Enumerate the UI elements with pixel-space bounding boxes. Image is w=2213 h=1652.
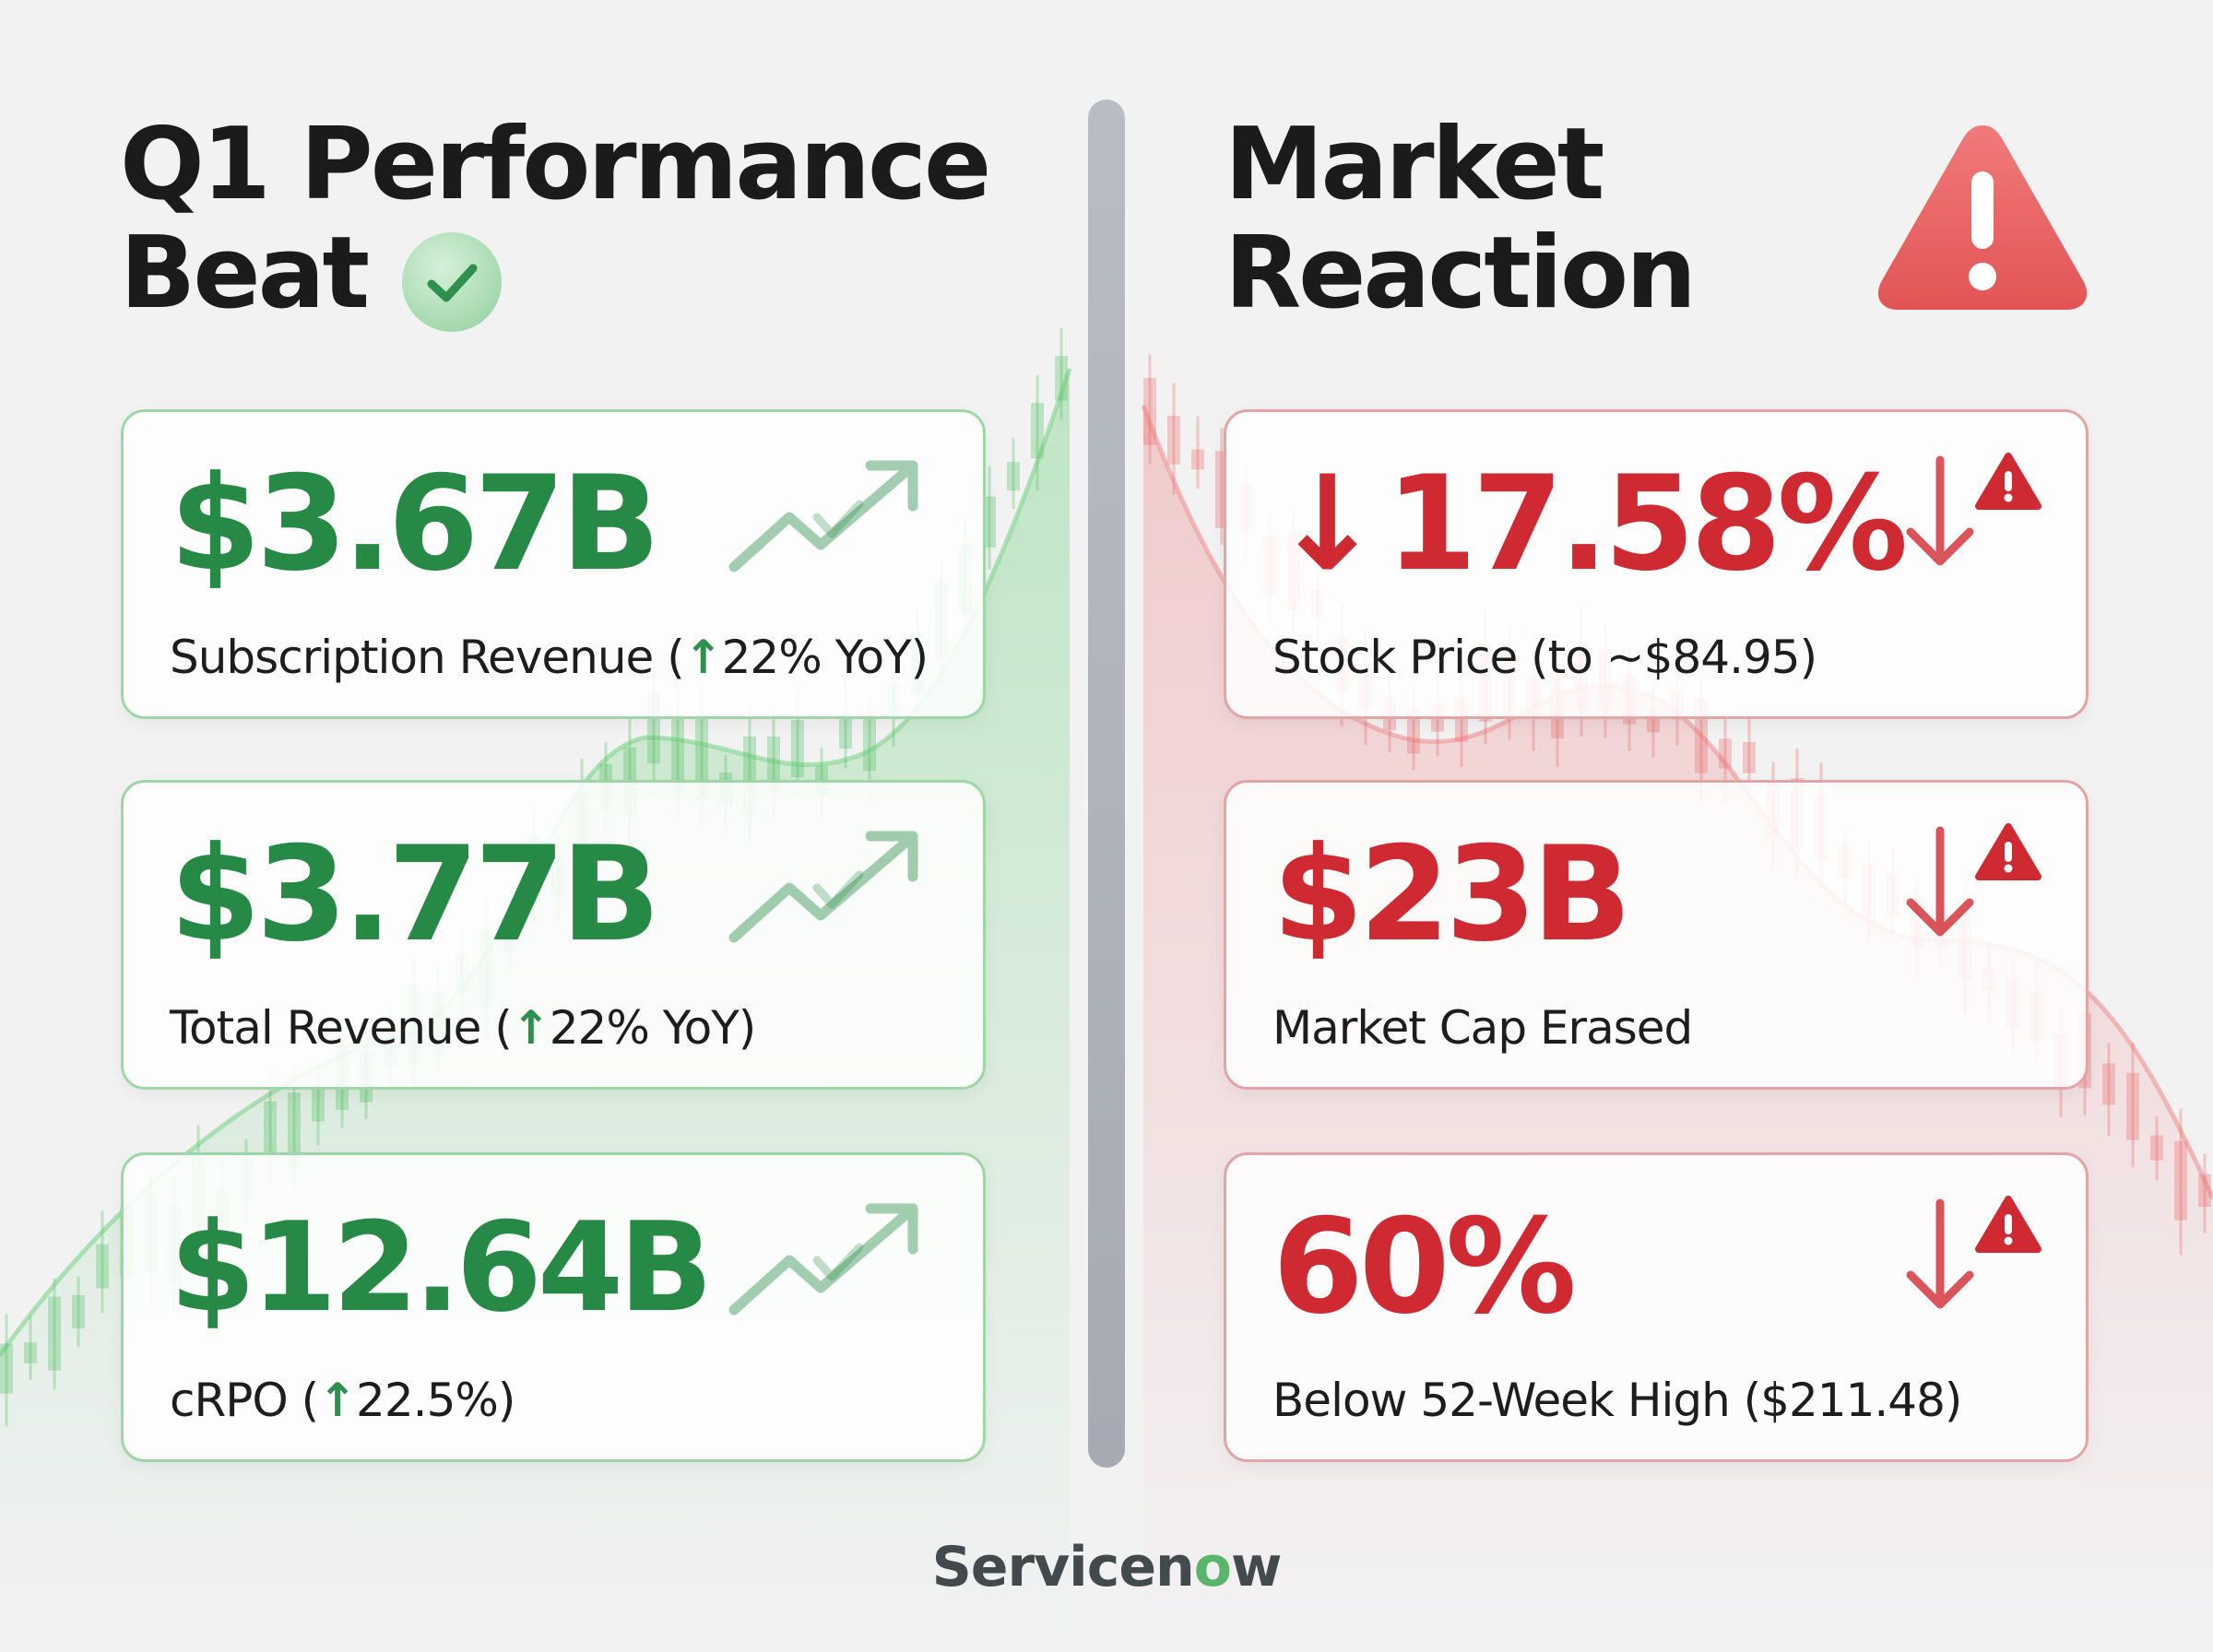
logo-text-suffix: w bbox=[1230, 1535, 1282, 1599]
candle-body bbox=[767, 736, 780, 793]
candle-body bbox=[1055, 356, 1068, 401]
card-label: Total Revenue (↑22% YoY) bbox=[170, 1000, 757, 1056]
total-revenue-card: $3.77B Total Revenue (↑22% YoY) bbox=[121, 780, 986, 1090]
market-reaction-heading: Market Reaction bbox=[1225, 107, 1697, 331]
candle-body bbox=[2150, 1135, 2163, 1161]
trending-up-icon bbox=[728, 831, 918, 943]
card-label-prefix: Subscription Revenue ( bbox=[170, 631, 685, 684]
below-high-card: 60% Below 52-Week High ($211.48) bbox=[1224, 1152, 2089, 1462]
candle-body bbox=[1167, 416, 1180, 465]
candle-body bbox=[2126, 1072, 2139, 1140]
arrow-up-icon: ↑ bbox=[318, 1374, 357, 1427]
card-label: Stock Price (to ~$84.95) bbox=[1272, 631, 1817, 684]
candle-body bbox=[24, 1342, 37, 1363]
check-circle-icon bbox=[402, 232, 502, 332]
logo-o-mark: o bbox=[1193, 1535, 1232, 1599]
warning-triangle-icon bbox=[1877, 125, 2088, 310]
candle-body bbox=[1719, 738, 1732, 769]
candle-body bbox=[2174, 1140, 2187, 1221]
servicenow-logo: Servicenow bbox=[922, 1534, 1291, 1600]
candle-body bbox=[2198, 1174, 2211, 1208]
candle-body bbox=[0, 1343, 13, 1394]
arrow-down-icon: ↓ bbox=[1272, 448, 1382, 600]
performance-heading: Q1 Performance Beat bbox=[120, 107, 991, 331]
card-value: 60% bbox=[1272, 1191, 1577, 1343]
candle-body bbox=[791, 720, 804, 778]
candle-body bbox=[983, 496, 996, 548]
candle-body bbox=[1743, 741, 1756, 773]
market-cap-card: $23B Market Cap Erased bbox=[1224, 780, 2089, 1090]
candle-body bbox=[1191, 449, 1204, 470]
card-label-suffix: 22% YoY) bbox=[549, 1001, 757, 1055]
panel-divider bbox=[1088, 100, 1125, 1468]
down-arrow-warning-icon bbox=[1906, 1196, 2041, 1309]
candle-body bbox=[288, 1092, 301, 1169]
stock-price-card: ↓17.58% Stock Price (to ~$84.95) bbox=[1224, 409, 2089, 719]
card-label: Market Cap Erased bbox=[1272, 1001, 1693, 1055]
performance-heading-line2: Beat bbox=[120, 216, 370, 331]
logo-text-prefix: Servicen bbox=[931, 1535, 1195, 1599]
card-label-prefix: Total Revenue ( bbox=[170, 1001, 513, 1055]
candle-body bbox=[312, 1086, 325, 1122]
card-label: Below 52-Week High ($211.48) bbox=[1272, 1374, 1962, 1427]
card-label-suffix: 22.5%) bbox=[356, 1374, 515, 1427]
candle-body bbox=[96, 1244, 109, 1289]
candle-body bbox=[1007, 461, 1020, 491]
candle-body bbox=[839, 714, 852, 749]
card-label: Subscription Revenue (↑22% YoY) bbox=[170, 630, 929, 685]
subscription-revenue-card: $3.67B Subscription Revenue (↑22% YoY) bbox=[121, 409, 986, 719]
down-arrow-warning-icon bbox=[1906, 823, 2041, 937]
candle-body bbox=[695, 718, 708, 800]
card-value: ↓17.58% bbox=[1272, 448, 1908, 600]
card-label: cRPO (↑22.5%) bbox=[170, 1373, 515, 1428]
card-value: $3.67B bbox=[170, 448, 660, 600]
market-reaction-heading-line1: Market bbox=[1225, 107, 1604, 222]
trending-up-icon bbox=[728, 1203, 918, 1316]
card-value: $12.64B bbox=[170, 1196, 713, 1339]
card-label-suffix: 22% YoY) bbox=[721, 631, 929, 684]
card-value: $23B bbox=[1272, 819, 1632, 971]
arrow-up-icon: ↑ bbox=[511, 1001, 550, 1055]
performance-heading-line1: Q1 Performance bbox=[120, 107, 991, 222]
candle-body bbox=[1031, 403, 1044, 459]
card-value: $3.77B bbox=[170, 819, 660, 971]
down-arrow-warning-icon bbox=[1906, 453, 2041, 566]
crpo-card: $12.64B cRPO (↑22.5%) bbox=[121, 1152, 986, 1462]
candle-body bbox=[2102, 1063, 2115, 1105]
market-reaction-heading-line2: Reaction bbox=[1225, 216, 1697, 331]
candle-body bbox=[671, 714, 684, 794]
candle-body bbox=[863, 714, 876, 772]
candle-body bbox=[72, 1294, 85, 1328]
arrow-up-icon: ↑ bbox=[683, 631, 723, 684]
candle-body bbox=[264, 1101, 277, 1157]
trending-up-icon bbox=[728, 460, 918, 572]
candle-body bbox=[1407, 707, 1420, 754]
candle-body bbox=[48, 1296, 61, 1371]
candle-body bbox=[1143, 377, 1156, 445]
card-label-prefix: cRPO ( bbox=[170, 1374, 319, 1427]
card-value-number: 17.58% bbox=[1385, 448, 1908, 600]
